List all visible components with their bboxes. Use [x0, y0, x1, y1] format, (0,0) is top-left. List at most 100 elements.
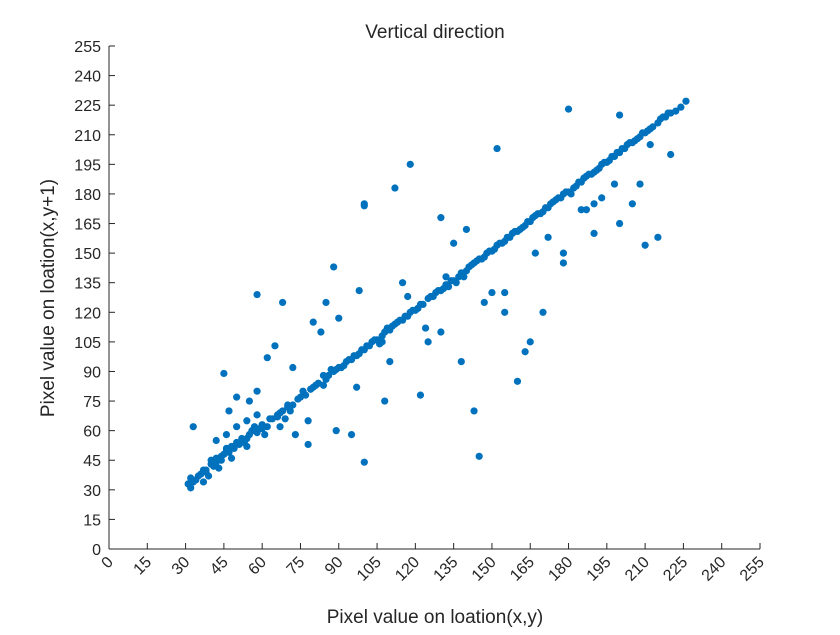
- data-point: [667, 150, 675, 159]
- data-point: [654, 233, 662, 241]
- data-point: [615, 219, 624, 228]
- y-tick-label: 240: [74, 69, 101, 86]
- x-tick-label: 0: [99, 554, 117, 572]
- data-point: [263, 354, 271, 362]
- data-point: [317, 328, 325, 336]
- data-point: [447, 277, 455, 285]
- data-point: [253, 387, 261, 395]
- x-tick-label: 180: [545, 554, 576, 585]
- data-point: [470, 407, 478, 415]
- x-tick-label: 135: [431, 554, 462, 585]
- x-tick-label: 90: [322, 554, 347, 579]
- data-point: [307, 385, 315, 393]
- data-point: [521, 348, 529, 356]
- y-tick-label: 165: [74, 217, 101, 234]
- data-point: [212, 436, 220, 445]
- y-tick-label: 60: [83, 424, 101, 441]
- data-point: [455, 273, 463, 281]
- data-point: [646, 141, 654, 149]
- data-point: [347, 430, 356, 439]
- data-point: [312, 381, 320, 389]
- data-point: [544, 233, 552, 241]
- data-point: [245, 397, 254, 405]
- data-point: [299, 387, 307, 395]
- data-point: [529, 214, 537, 222]
- data-point: [501, 308, 509, 316]
- data-point: [233, 423, 241, 431]
- data-point: [319, 381, 328, 389]
- y-axis-label: Pixel value on loation(x,y+1): [38, 179, 59, 417]
- data-point: [598, 194, 606, 202]
- data-point: [345, 356, 353, 364]
- data-point: [664, 109, 672, 117]
- data-point: [360, 458, 368, 466]
- data-point: [406, 160, 414, 168]
- scatter-points: [184, 97, 690, 492]
- data-point: [286, 407, 294, 415]
- data-point: [641, 241, 649, 249]
- y-tick-label: 90: [83, 364, 101, 381]
- x-tick-label: 60: [245, 554, 270, 579]
- data-point: [332, 427, 340, 435]
- y-tick-label: 180: [74, 187, 101, 204]
- data-point: [230, 442, 238, 451]
- data-point: [360, 200, 368, 208]
- data-point: [227, 454, 236, 462]
- data-point: [475, 452, 483, 460]
- data-point: [409, 306, 417, 314]
- data-point: [187, 474, 195, 482]
- data-point: [289, 363, 297, 372]
- data-point: [222, 430, 231, 439]
- data-point: [541, 204, 550, 212]
- data-point: [225, 448, 233, 456]
- y-tick-label: 75: [83, 394, 101, 411]
- y-tick-label: 225: [74, 98, 101, 115]
- data-point: [253, 290, 261, 299]
- data-point: [628, 200, 636, 208]
- data-point: [304, 417, 312, 425]
- data-point: [276, 423, 284, 431]
- data-point: [416, 391, 425, 399]
- data-point: [562, 188, 570, 196]
- data-point: [284, 401, 292, 409]
- data-point: [419, 300, 427, 309]
- data-point: [516, 225, 524, 234]
- data-point: [358, 346, 366, 354]
- data-point: [437, 214, 445, 222]
- x-tick-label: 165: [507, 554, 538, 585]
- data-point: [319, 371, 328, 380]
- data-point: [656, 115, 665, 123]
- data-point: [398, 279, 407, 287]
- data-point: [363, 342, 371, 350]
- data-point: [498, 239, 506, 247]
- chart-title: Vertical direction: [365, 22, 504, 43]
- data-point: [587, 170, 596, 178]
- x-tick-label: 120: [392, 554, 423, 585]
- data-point: [194, 472, 202, 480]
- data-point: [493, 144, 501, 153]
- x-tick-label: 15: [131, 554, 156, 579]
- data-point: [276, 409, 284, 417]
- x-axis-label: Pixel value on loation(x,y): [327, 607, 544, 628]
- data-point: [478, 255, 486, 263]
- data-point: [189, 423, 197, 431]
- data-point: [266, 415, 274, 423]
- data-point: [253, 411, 261, 419]
- data-point: [613, 148, 621, 157]
- data-point: [437, 328, 445, 336]
- data-point: [304, 440, 312, 449]
- data-point: [480, 298, 488, 307]
- y-tick-label: 45: [83, 453, 101, 470]
- y-axis-ticks: 0 15 30 45 60 75 90 105 120 135 150 165 180 195 210 225…: [74, 39, 115, 559]
- data-point: [649, 123, 657, 131]
- data-point: [220, 369, 228, 378]
- data-point: [549, 198, 557, 206]
- data-point: [396, 316, 404, 324]
- data-point: [210, 462, 218, 470]
- y-tick-label: 30: [83, 483, 101, 500]
- data-point: [204, 472, 213, 480]
- data-point: [631, 137, 639, 145]
- data-point: [424, 338, 432, 346]
- data-point: [636, 180, 644, 188]
